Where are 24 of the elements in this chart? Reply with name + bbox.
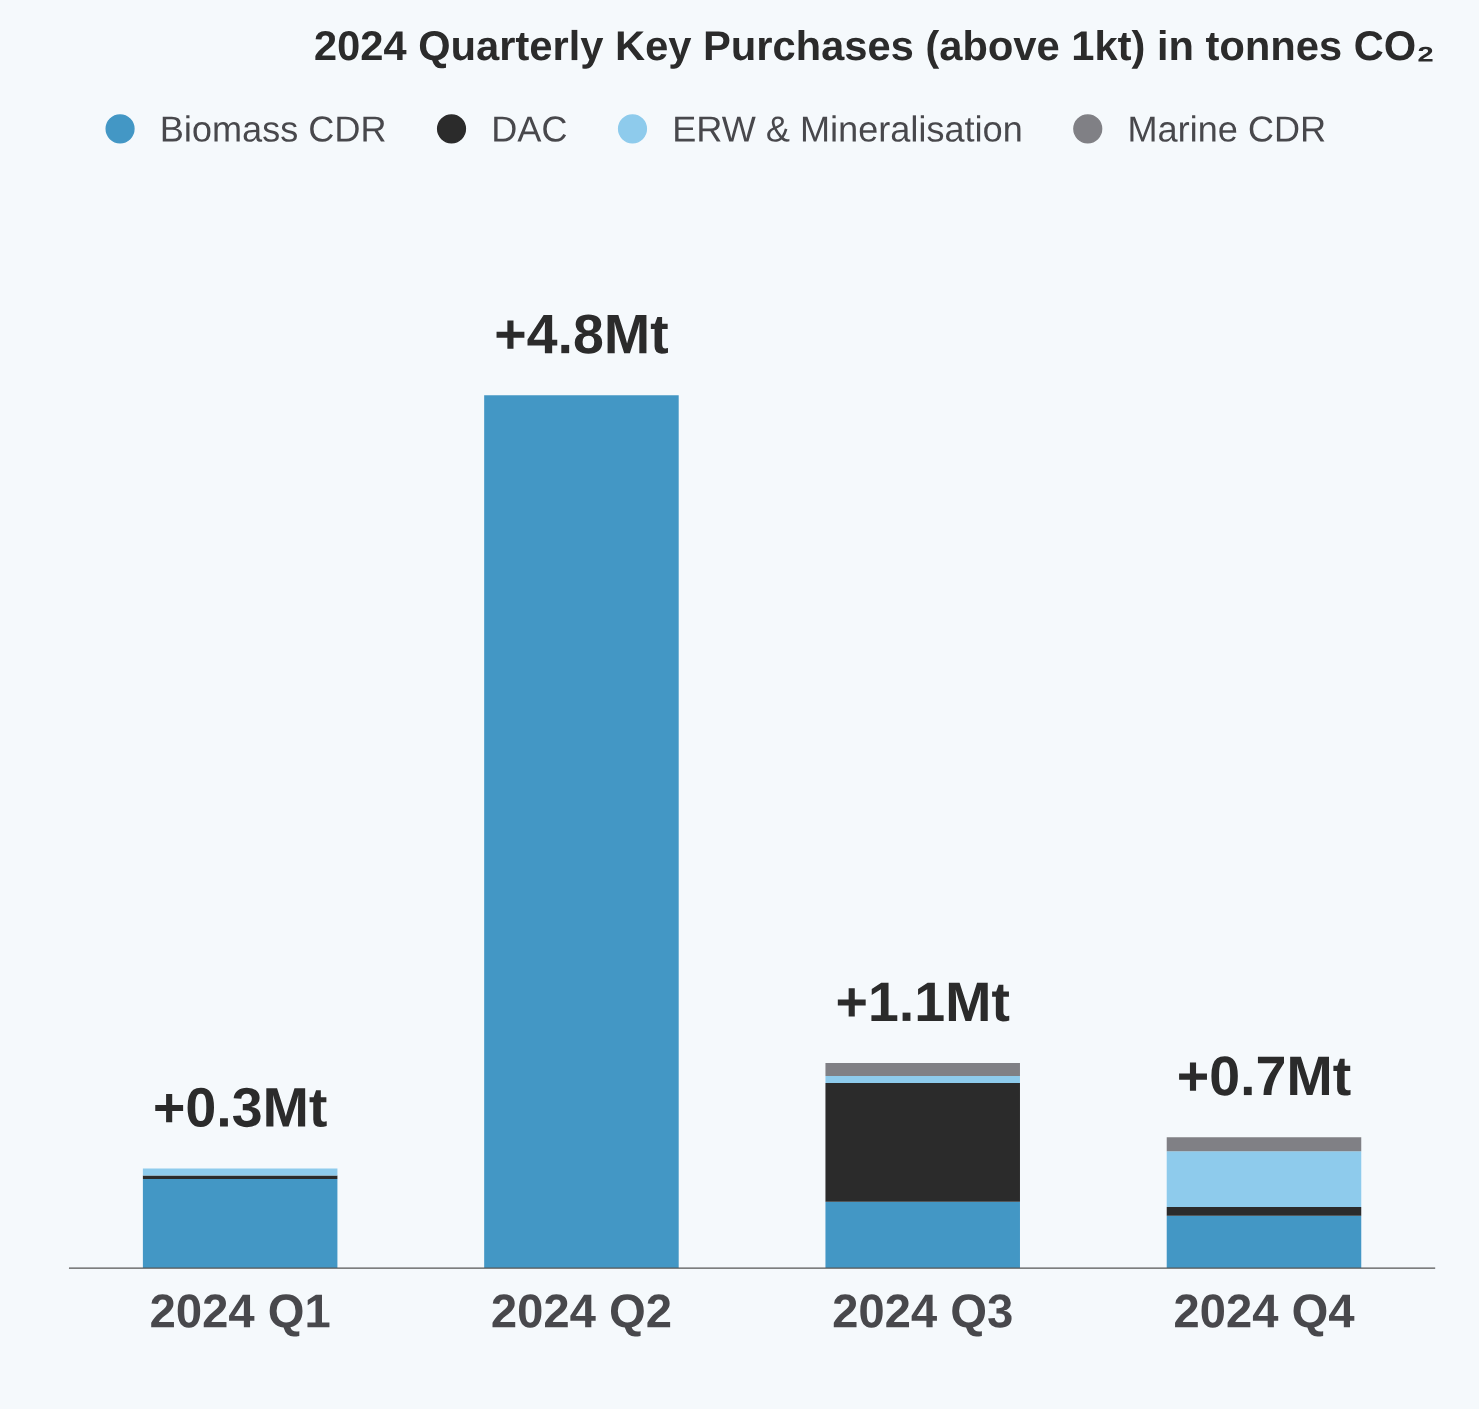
bar: [1166, 1215, 1362, 1269]
bar: [825, 1076, 1020, 1084]
x-tick-label: 2024 Q2: [492, 1294, 671, 1337]
legend-label: DAC: [494, 116, 567, 142]
legend-label: ERW & Mineralisation: [675, 115, 1021, 142]
annotation: +0.3Mt: [155, 1087, 327, 1128]
bar: [1166, 1207, 1362, 1216]
bar: [142, 1168, 338, 1176]
chart-title: 2024 Quarterly Key Purchases (above 1kt) in tonnes CO₂: [315, 29, 1433, 69]
bar: [825, 1201, 1020, 1269]
bar: [1166, 1151, 1362, 1207]
bar: [484, 395, 679, 1269]
legend-label: Marine CDR: [1130, 115, 1325, 142]
x-tick-label: 2024 Q4: [1175, 1294, 1355, 1337]
bar: [1166, 1137, 1362, 1152]
x-tick-label: 2024 Q3: [833, 1294, 1012, 1337]
bar: [825, 1083, 1020, 1202]
legend-label: Biomass CDR: [162, 115, 385, 142]
x-tick-label: 2024 Q1: [151, 1294, 330, 1337]
annotation: +4.8Mt: [496, 314, 668, 354]
annotation: +0.7Mt: [1179, 1056, 1351, 1096]
bar: [142, 1179, 338, 1269]
annotation: +1.1Mt: [837, 982, 1010, 1022]
bar: [825, 1062, 1020, 1077]
